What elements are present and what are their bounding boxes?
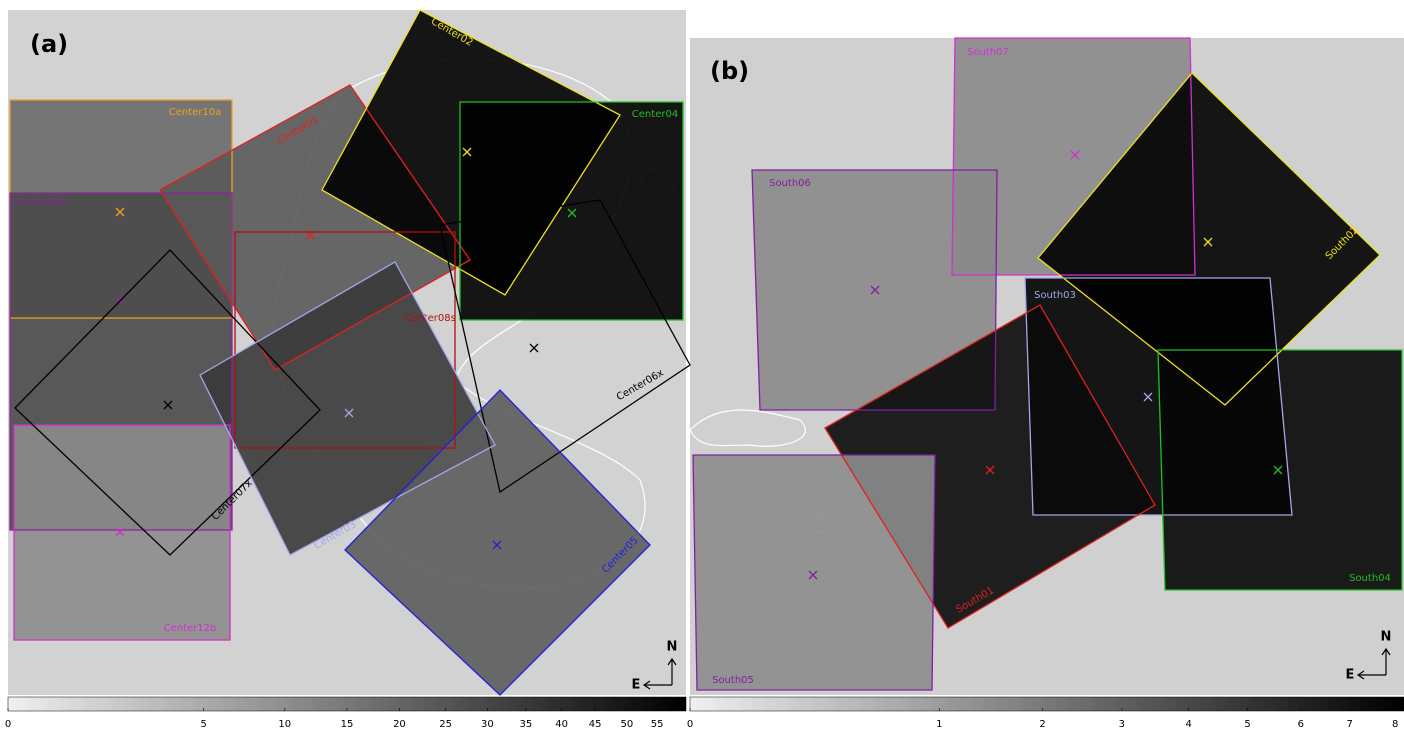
pointing-cross xyxy=(1273,465,1283,475)
colorbar-tick-label: 50 xyxy=(621,719,634,730)
colorbar-tick-label: 6 xyxy=(1298,719,1304,730)
pointing-cross xyxy=(1143,392,1153,402)
field-area xyxy=(14,425,230,640)
colorbar-tick-label: 25 xyxy=(439,719,452,730)
field-label: South04 xyxy=(1349,573,1391,584)
colorbar-tick-label: 0 xyxy=(687,719,693,730)
field-outline xyxy=(824,304,1156,629)
colorbar-tick-label: 45 xyxy=(589,719,602,730)
colorbar-tick-label: 7 xyxy=(1347,719,1353,730)
colorbar-tick-label: 40 xyxy=(555,719,568,730)
compass-north: N xyxy=(1381,630,1392,645)
pointing-cross xyxy=(163,400,173,410)
compass-east: E xyxy=(632,678,641,693)
pointing-cross xyxy=(870,285,880,295)
field-outline xyxy=(234,231,456,449)
pointing-cross xyxy=(492,540,502,550)
field-outline xyxy=(321,9,621,296)
field-label: South05 xyxy=(712,675,754,686)
compass xyxy=(642,657,677,690)
colorbar-tick-label: 15 xyxy=(341,719,354,730)
field-label: Center04 xyxy=(632,109,678,120)
field-label: Center12a xyxy=(14,197,67,208)
colorbar-b xyxy=(689,696,1404,712)
pointing-cross xyxy=(344,408,354,418)
field-area xyxy=(693,455,935,690)
field-outline xyxy=(1024,277,1293,516)
colorbar-tick-label: 4 xyxy=(1185,719,1191,730)
field-outline xyxy=(344,389,651,696)
compass-north: N xyxy=(667,640,678,655)
pointing-cross xyxy=(1070,150,1080,160)
field-label: South03 xyxy=(1034,290,1076,301)
field-outline xyxy=(459,101,684,321)
pointing-cross xyxy=(115,527,125,537)
field-outline xyxy=(13,424,231,641)
pointing-cross xyxy=(462,147,472,157)
colorbar-tick-label: 8 xyxy=(1392,719,1398,730)
field-area xyxy=(460,102,683,320)
pointing-cross xyxy=(1203,237,1213,247)
compass-east: E xyxy=(1346,668,1355,683)
panel-label: (a) xyxy=(30,30,68,58)
pointing-cross xyxy=(115,207,125,217)
colorbar-tick-label: 0 xyxy=(5,719,11,730)
field-label: Center08s xyxy=(404,313,456,324)
field-outline xyxy=(1037,72,1381,406)
colorbar-tick-label: 10 xyxy=(278,719,291,730)
colorbar-tick-label: 30 xyxy=(481,719,494,730)
pointing-cross xyxy=(529,343,539,353)
field-label: South06 xyxy=(769,178,811,189)
field-outline xyxy=(199,261,496,556)
pointing-cross xyxy=(567,208,577,218)
field-label: Center10a xyxy=(169,107,222,118)
pointing-cross xyxy=(985,465,995,475)
colorbar-tick-label: 35 xyxy=(519,719,532,730)
field-outline xyxy=(9,192,233,531)
compass xyxy=(1356,647,1391,680)
field-outline xyxy=(692,454,936,691)
field-outline xyxy=(14,249,321,556)
field-outline xyxy=(439,199,691,494)
colorbar-tick-label: 55 xyxy=(651,719,664,730)
field-outline xyxy=(1157,349,1403,591)
pointing-cross xyxy=(808,570,818,580)
field-outline xyxy=(951,37,1196,276)
field-outline xyxy=(751,169,998,411)
colorbar-tick-label: 2 xyxy=(1039,719,1045,730)
colorbar-tick-label: 1 xyxy=(936,719,942,730)
field-outline xyxy=(159,84,471,371)
colorbar-tick-label: 3 xyxy=(1119,719,1125,730)
field-label: Center12b xyxy=(164,623,217,634)
colorbar-tick-label: 5 xyxy=(201,719,207,730)
colorbar-tick-label: 20 xyxy=(393,719,406,730)
field-area xyxy=(1158,350,1402,590)
panel-label: (b) xyxy=(710,57,749,85)
colorbar-tick-label: 5 xyxy=(1244,719,1250,730)
field-label: South07 xyxy=(967,47,1009,58)
